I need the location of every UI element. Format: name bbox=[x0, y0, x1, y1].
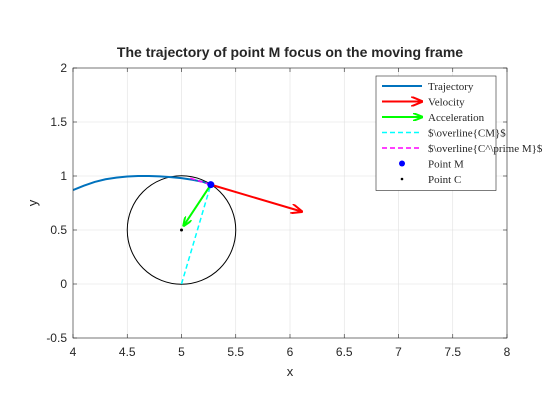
legend-label: Point M bbox=[428, 159, 464, 171]
y-tick-label: 0 bbox=[60, 277, 67, 291]
trajectory-line bbox=[73, 175, 212, 191]
axis-ticks: 4 4.5 5 5.5 6 6.5 7 7.5 8 -0.5 0 0.5 1 1.5 2 bbox=[46, 61, 510, 359]
legend-label: $\overline{CM}$ bbox=[428, 128, 506, 140]
point-c-marker bbox=[180, 228, 183, 232]
cm-segment bbox=[180, 184, 212, 285]
x-tick-label: 6 bbox=[287, 345, 294, 359]
x-tick-label: 8 bbox=[504, 345, 511, 359]
chart-title: The trajectory of point M focus on the m… bbox=[117, 44, 463, 60]
legend-swatch-point-c bbox=[400, 177, 404, 181]
legend-swatch-point-m bbox=[399, 160, 405, 167]
legend-label: $\overline{C^\prime M}$ bbox=[428, 143, 543, 155]
legend-box bbox=[375, 75, 497, 191]
x-tick-label: 5 bbox=[178, 345, 185, 359]
acceleration-arrow bbox=[184, 184, 212, 226]
x-tick-label: 7 bbox=[395, 345, 402, 359]
velocity-arrow bbox=[210, 183, 302, 212]
y-tick-label: 2 bbox=[60, 61, 67, 75]
y-tick-label: 1 bbox=[60, 169, 67, 183]
plot-area bbox=[73, 175, 302, 285]
y-tick-label: 1.5 bbox=[50, 115, 67, 129]
legend-label: Acceleration bbox=[428, 112, 485, 124]
point-m-marker bbox=[207, 181, 215, 189]
legend-label: Point C bbox=[428, 174, 461, 186]
legend-label: Trajectory bbox=[428, 81, 474, 93]
moving-frame-circle bbox=[126, 175, 237, 285]
x-tick-label: 5.5 bbox=[227, 345, 244, 359]
c-prime-m-segment bbox=[189, 177, 212, 186]
legend: Trajectory Velocity Acceleration $\overline… bbox=[375, 75, 543, 191]
x-tick-label: 4 bbox=[70, 345, 77, 359]
x-axis-label: x bbox=[287, 364, 294, 379]
x-tick-label: 4.5 bbox=[119, 345, 136, 359]
x-tick-label: 6.5 bbox=[336, 345, 353, 359]
y-tick-label: 0.5 bbox=[50, 223, 67, 237]
y-tick-label: -0.5 bbox=[46, 331, 67, 345]
y-axis-label: y bbox=[25, 199, 40, 206]
legend-label: Velocity bbox=[428, 97, 465, 109]
x-tick-label: 7.5 bbox=[444, 345, 461, 359]
